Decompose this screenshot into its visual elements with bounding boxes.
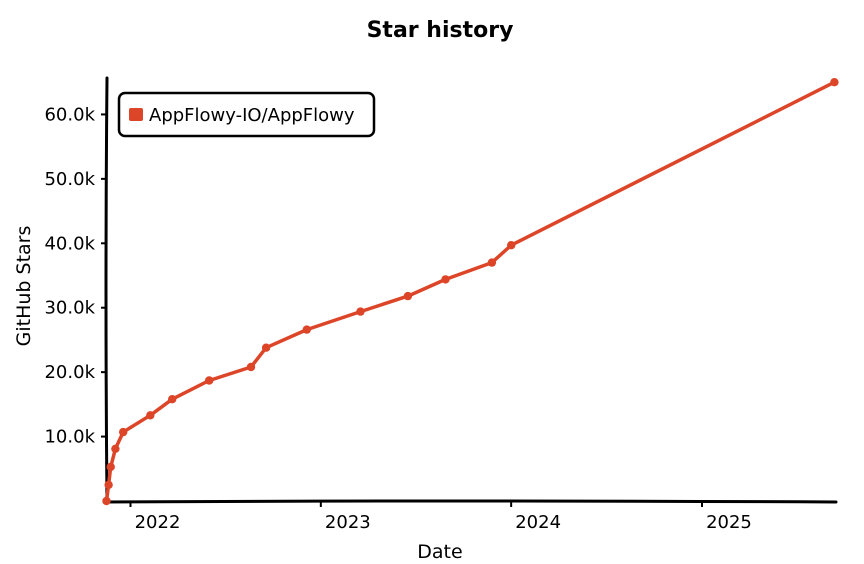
x-tick-label: 2023: [325, 512, 371, 533]
legend-box: [117, 91, 376, 138]
y-axis-ticks: 10.0k 20.0k 30.0k 40.0k 50.0k 60.0k: [44, 104, 107, 448]
data-point: [356, 307, 365, 316]
data-point: [441, 275, 450, 284]
data-point: [302, 325, 311, 334]
y-tick-label: 40.0k: [44, 233, 95, 254]
data-point: [104, 480, 113, 490]
x-axis-label: Date: [417, 541, 462, 563]
data-point: [261, 343, 271, 352]
y-tick-label: 20.0k: [44, 362, 95, 383]
data-point: [106, 462, 115, 472]
data-point: [246, 362, 256, 372]
data-point: [403, 291, 413, 301]
data-point: [111, 444, 120, 453]
y-tick-label: 50.0k: [44, 169, 95, 190]
legend: AppFlowy-IO/AppFlowy: [117, 91, 376, 138]
x-axis-line: [102, 499, 838, 504]
series-line: [104, 80, 837, 503]
data-point: [487, 258, 497, 267]
data-point: [102, 496, 111, 506]
legend-swatch: [129, 108, 143, 121]
data-point: [168, 395, 177, 404]
x-tick-label: 2024: [515, 512, 561, 533]
y-tick-label: 60.0k: [44, 104, 95, 125]
x-axis-ticks: 2022 2023 2024 2025: [129, 501, 752, 533]
data-point: [507, 241, 516, 250]
x-tick-label: 2025: [706, 512, 752, 533]
data-point: [205, 376, 214, 385]
y-tick-label: 10.0k: [44, 427, 95, 448]
y-axis-line: [104, 76, 109, 505]
x-tick-label: 2022: [135, 512, 181, 533]
legend-series-name: AppFlowy-IO/AppFlowy: [149, 105, 355, 126]
data-point: [119, 427, 128, 437]
y-axis-label: GitHub Stars: [13, 226, 35, 347]
y-tick-label: 30.0k: [44, 298, 95, 319]
series-layer: [102, 78, 839, 506]
axes: [102, 76, 838, 505]
data-point: [146, 411, 155, 420]
data-point: [830, 78, 839, 87]
chart-title: Star history: [367, 18, 514, 43]
